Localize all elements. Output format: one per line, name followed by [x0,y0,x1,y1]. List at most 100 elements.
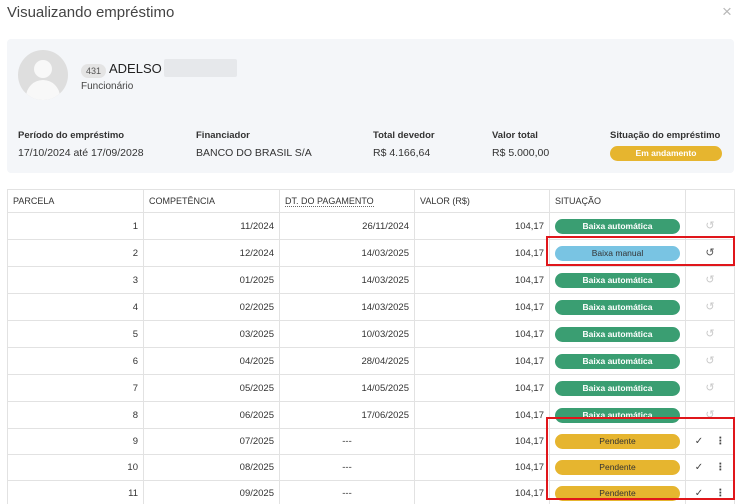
cell-situacao: Pendente [549,480,686,504]
cell-valor: 104,17 [414,454,550,481]
cell-situacao: Pendente [549,428,686,455]
cell-situacao: Baixa automática [549,212,686,240]
undo-icon[interactable]: ↺ [705,328,715,340]
cell-situacao: Baixa automática [549,293,686,321]
status-badge: Baixa automática [555,380,680,396]
cell-actions: ↺ [685,374,735,402]
loan-status-label: Situação do empréstimo [610,130,721,141]
cell-dt-pagamento: --- [279,480,415,504]
employee-id-badge: 431 [81,64,107,78]
cell-situacao: Baixa automática [549,401,686,429]
cell-parcela: 9 [7,428,144,455]
cell-actions: ↺ [685,212,735,240]
cell-competencia: 11/2024 [143,212,280,240]
cell-actions: ↺ [685,320,735,348]
table-row: 5 03/2025 10/03/2025 104,17 Baixa automá… [7,320,735,348]
table-row: 3 01/2025 14/03/2025 104,17 Baixa automá… [7,266,735,294]
header-valor: VALOR (R$) [414,189,550,213]
cell-parcela: 1 [7,212,144,240]
cell-actions: ✓ ⋮ [685,480,735,504]
check-icon[interactable]: ✓ [694,462,704,473]
cell-valor: 104,17 [414,320,550,348]
cell-situacao: Baixa automática [549,320,686,348]
cell-actions: ↺ [685,347,735,375]
table-row: 7 05/2025 14/05/2025 104,17 Baixa automá… [7,374,735,402]
cell-dt-pagamento: 10/03/2025 [279,320,415,348]
status-badge: Baixa automática [555,353,680,369]
undo-icon[interactable]: ↺ [705,247,715,259]
check-icon[interactable]: ✓ [694,436,704,447]
check-icon[interactable]: ✓ [694,488,704,499]
cell-competencia: 06/2025 [143,401,280,429]
cell-situacao: Baixa automática [549,266,686,294]
kebab-menu-icon[interactable]: ⋮ [715,462,726,473]
total-value-value: R$ 5.000,00 [492,147,550,159]
status-badge: Baixa automática [555,272,680,288]
cell-valor: 104,17 [414,374,550,402]
avatar [18,50,68,100]
period-label: Período do empréstimo [18,130,125,141]
cell-competencia: 03/2025 [143,320,280,348]
cell-dt-pagamento: 14/03/2025 [279,293,415,321]
cell-situacao: Baixa automática [549,347,686,375]
installments-table: PARCELA COMPETÊNCIA DT. DO PAGAMENTO VAL… [7,189,735,504]
employee-info-card: 431 ADELSO Funcionário Período do emprés… [7,39,734,173]
cell-actions: ✓ ⋮ [685,428,735,455]
cell-parcela: 3 [7,266,144,294]
cell-dt-pagamento: --- [279,454,415,481]
period-value: 17/10/2024 até 17/09/2028 [18,147,144,159]
cell-parcela: 8 [7,401,144,429]
avatar-body-icon [26,80,60,100]
cell-dt-pagamento: 14/03/2025 [279,266,415,294]
cell-parcela: 11 [7,480,144,504]
undo-icon[interactable]: ↺ [705,382,715,394]
total-value-label: Valor total [492,130,538,141]
cell-dt-pagamento: 28/04/2025 [279,347,415,375]
employee-name: ADELSO [109,61,162,76]
cell-dt-pagamento: --- [279,428,415,455]
kebab-menu-icon[interactable]: ⋮ [715,488,726,499]
kebab-menu-icon[interactable]: ⋮ [715,436,726,447]
undo-icon[interactable]: ↺ [705,301,715,313]
cell-dt-pagamento: 14/03/2025 [279,239,415,267]
cell-actions: ↺ [685,266,735,294]
cell-dt-pagamento: 17/06/2025 [279,401,415,429]
table-row: 4 02/2025 14/03/2025 104,17 Baixa automá… [7,293,735,321]
cell-parcela: 10 [7,454,144,481]
status-badge: Baixa automática [555,407,680,423]
cell-parcela: 7 [7,374,144,402]
cell-actions: ✓ ⋮ [685,454,735,481]
lender-label: Financiador [196,130,250,141]
cell-parcela: 2 [7,239,144,267]
cell-dt-pagamento: 14/05/2025 [279,374,415,402]
cell-situacao: Baixa automática [549,374,686,402]
cell-valor: 104,17 [414,212,550,240]
cell-parcela: 4 [7,293,144,321]
cell-actions: ↺ [685,293,735,321]
total-due-value: R$ 4.166,64 [373,147,431,159]
cell-competencia: 07/2025 [143,428,280,455]
cell-competencia: 08/2025 [143,454,280,481]
status-badge: Baixa manual [555,245,680,261]
cell-situacao: Pendente [549,454,686,481]
status-badge: Pendente [555,486,680,501]
cell-actions: ↺ [685,239,735,267]
cell-competencia: 04/2025 [143,347,280,375]
status-badge: Baixa automática [555,218,680,234]
table-row: 1 11/2024 26/11/2024 104,17 Baixa automá… [7,212,735,240]
total-due-label: Total devedor [373,130,435,141]
close-icon[interactable]: × [722,2,732,21]
header-parcela: PARCELA [7,189,144,213]
header-competencia: COMPETÊNCIA [143,189,280,213]
undo-icon[interactable]: ↺ [705,220,715,232]
undo-icon[interactable]: ↺ [705,355,715,367]
table-row: 11 09/2025 --- 104,17 Pendente ✓ ⋮ [7,480,735,504]
undo-icon[interactable]: ↺ [705,409,715,421]
undo-icon[interactable]: ↺ [705,274,715,286]
name-redaction [164,59,237,77]
table-header-row: PARCELA COMPETÊNCIA DT. DO PAGAMENTO VAL… [7,189,735,213]
status-badge: Pendente [555,434,680,449]
cell-dt-pagamento: 26/11/2024 [279,212,415,240]
cell-competencia: 02/2025 [143,293,280,321]
table-row: 6 04/2025 28/04/2025 104,17 Baixa automá… [7,347,735,375]
